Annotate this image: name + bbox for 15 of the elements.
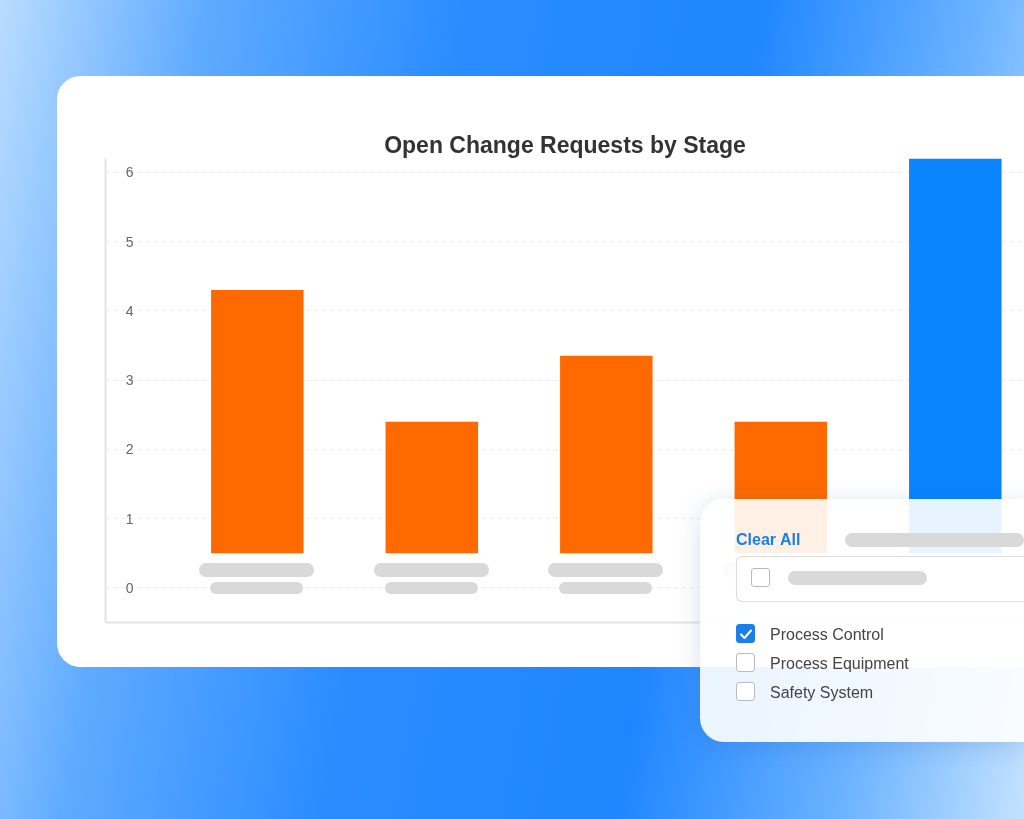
y-tick-label: 3 [125, 372, 134, 389]
chart-title: Open Change Requests by Stage [384, 131, 746, 158]
annotation: Clear All [736, 530, 801, 550]
y-tick-label: 4 [125, 302, 134, 319]
y-tick-label: 1 [125, 510, 134, 527]
y-tick-label: 5 [125, 233, 134, 250]
y-tick-label: 6 [125, 164, 134, 181]
bar [385, 421, 479, 554]
bar [560, 355, 653, 554]
y-tick-label: 2 [125, 441, 134, 458]
text: Process Equipment [770, 654, 909, 674]
y-tick-label: 0 [125, 579, 134, 596]
text: Process Control [770, 625, 884, 645]
bar [211, 290, 304, 554]
text: Safety System [770, 683, 874, 703]
